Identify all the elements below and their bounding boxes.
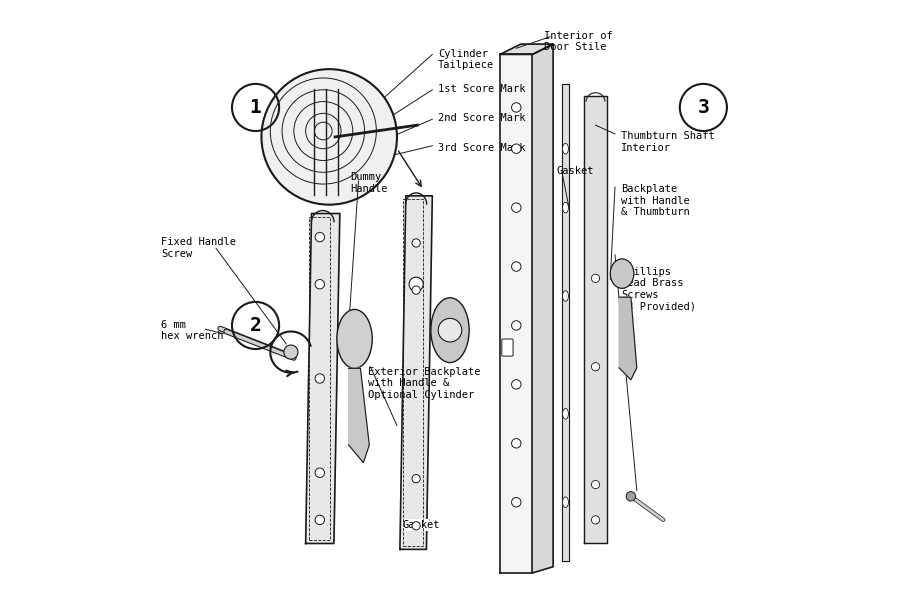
Circle shape xyxy=(412,475,420,483)
Ellipse shape xyxy=(562,291,569,301)
Text: Backplate
with Handle
& Thumbturn: Backplate with Handle & Thumbturn xyxy=(621,184,689,217)
Circle shape xyxy=(412,286,420,294)
Polygon shape xyxy=(619,297,637,379)
Circle shape xyxy=(412,522,420,530)
Polygon shape xyxy=(348,368,369,462)
Text: Phillips
Head Brass
Screws
(3 Provided): Phillips Head Brass Screws (3 Provided) xyxy=(621,266,696,311)
Text: 2: 2 xyxy=(249,316,261,335)
Ellipse shape xyxy=(431,298,469,362)
Circle shape xyxy=(511,321,521,330)
Circle shape xyxy=(315,515,325,525)
Polygon shape xyxy=(584,96,608,543)
Text: 1: 1 xyxy=(249,98,261,117)
Polygon shape xyxy=(500,44,554,54)
Text: Interior of
Door Stile: Interior of Door Stile xyxy=(544,31,613,53)
Ellipse shape xyxy=(562,408,569,419)
Circle shape xyxy=(511,439,521,448)
Text: Gasket: Gasket xyxy=(403,520,440,530)
FancyBboxPatch shape xyxy=(502,339,513,356)
Circle shape xyxy=(438,318,462,342)
Circle shape xyxy=(511,497,521,507)
Circle shape xyxy=(591,481,599,488)
Circle shape xyxy=(511,144,521,153)
Polygon shape xyxy=(562,84,569,561)
Circle shape xyxy=(315,374,325,383)
Ellipse shape xyxy=(610,259,634,288)
Circle shape xyxy=(511,262,521,271)
Circle shape xyxy=(511,103,521,112)
Ellipse shape xyxy=(562,202,569,213)
Circle shape xyxy=(284,345,298,359)
Circle shape xyxy=(261,69,397,205)
Text: 3rd Score Mark: 3rd Score Mark xyxy=(438,143,526,153)
Ellipse shape xyxy=(337,310,373,368)
Circle shape xyxy=(511,379,521,389)
Circle shape xyxy=(315,233,325,242)
Text: Exterior Backplate
with Handle &
Optional Cylinder: Exterior Backplate with Handle & Optiona… xyxy=(367,366,480,400)
Circle shape xyxy=(591,274,599,282)
Circle shape xyxy=(315,279,325,289)
Ellipse shape xyxy=(562,497,569,507)
Circle shape xyxy=(412,239,420,247)
Circle shape xyxy=(315,468,325,478)
Text: Fixed Handle
Screw: Fixed Handle Screw xyxy=(161,237,237,259)
Polygon shape xyxy=(500,54,533,573)
Polygon shape xyxy=(400,196,432,549)
Text: 6 mm
hex wrench: 6 mm hex wrench xyxy=(161,320,224,341)
Text: 2nd Score Mark: 2nd Score Mark xyxy=(438,113,526,123)
Text: 3: 3 xyxy=(698,98,709,117)
Circle shape xyxy=(409,277,423,291)
Text: 1st Score Mark: 1st Score Mark xyxy=(438,84,526,94)
Circle shape xyxy=(591,362,599,371)
Polygon shape xyxy=(533,44,554,573)
Text: Dummy
Handle: Dummy Handle xyxy=(350,172,387,194)
Text: Thumbturn Shaft
Interior: Thumbturn Shaft Interior xyxy=(621,131,715,153)
Circle shape xyxy=(626,491,635,501)
Text: Cylinder
Tailpiece: Cylinder Tailpiece xyxy=(438,49,494,70)
Circle shape xyxy=(591,516,599,524)
Text: Gasket: Gasket xyxy=(556,166,594,176)
Circle shape xyxy=(511,203,521,213)
Polygon shape xyxy=(306,214,340,543)
Ellipse shape xyxy=(562,143,569,154)
